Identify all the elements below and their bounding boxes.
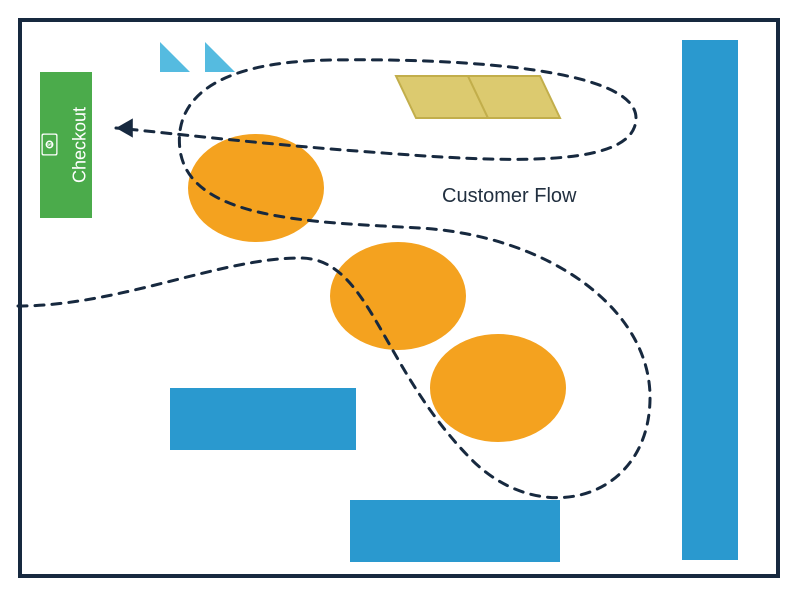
flow-label: Customer Flow xyxy=(442,185,576,208)
display-ellipse-1 xyxy=(330,242,466,350)
decor-triangle-0 xyxy=(160,42,190,72)
display-ellipse-0 xyxy=(188,134,324,242)
flow-arrowhead xyxy=(116,118,133,137)
diagram-canvas: $ Checkout Customer Flow xyxy=(0,0,800,600)
decor-triangle-1 xyxy=(205,42,235,72)
display-rect-2 xyxy=(682,40,738,560)
checkout-block: $ Checkout xyxy=(40,72,92,218)
money-icon: $ xyxy=(42,134,63,156)
checkout-label: Checkout xyxy=(70,107,91,183)
shapes-layer xyxy=(0,0,800,600)
display-rect-0 xyxy=(170,388,356,450)
svg-text:$: $ xyxy=(49,143,55,147)
display-ellipse-2 xyxy=(430,334,566,442)
display-rect-1 xyxy=(350,500,560,562)
